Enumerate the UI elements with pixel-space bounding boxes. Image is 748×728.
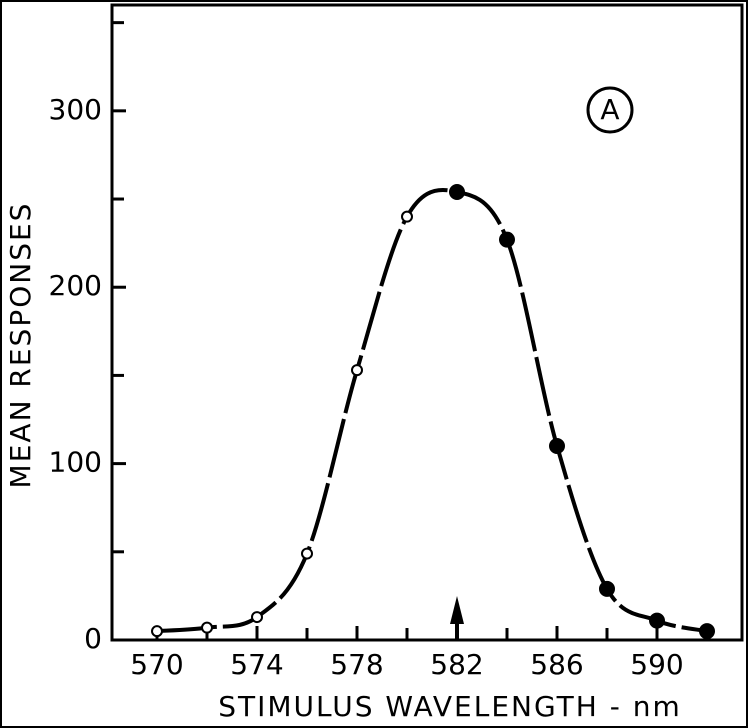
plot-frame <box>110 3 744 642</box>
y-tick-label: 100 <box>49 446 102 479</box>
data-point <box>549 437 565 454</box>
annotation: A <box>600 93 619 126</box>
data-point <box>301 547 313 560</box>
data-point <box>449 183 465 200</box>
x-tick-label: 582 <box>430 648 483 681</box>
x-tick-label: 586 <box>530 648 583 681</box>
data-point <box>599 580 615 597</box>
data-point <box>401 210 413 223</box>
data-point <box>649 612 665 629</box>
x-axis-label: STIMULUS WAVELENGTH - nm <box>218 690 682 723</box>
y-tick-label: 300 <box>49 93 102 126</box>
x-tick-label: 590 <box>630 648 683 681</box>
y-tick-label: 200 <box>49 269 102 302</box>
data-point <box>251 611 263 624</box>
y-axis-label: MEAN RESPONSES <box>4 202 37 489</box>
data-point <box>499 231 515 248</box>
x-tick-label: 578 <box>330 648 383 681</box>
curve <box>156 188 708 634</box>
data-point <box>151 625 163 638</box>
annotation-circle <box>586 86 634 134</box>
x-tick-label: 574 <box>230 648 283 681</box>
data-point <box>201 621 213 634</box>
x-tick-label: 570 <box>130 648 183 681</box>
data-point <box>351 364 363 377</box>
y-tick-label: 0 <box>84 622 102 655</box>
arrow <box>450 596 464 640</box>
data-point <box>699 623 715 640</box>
